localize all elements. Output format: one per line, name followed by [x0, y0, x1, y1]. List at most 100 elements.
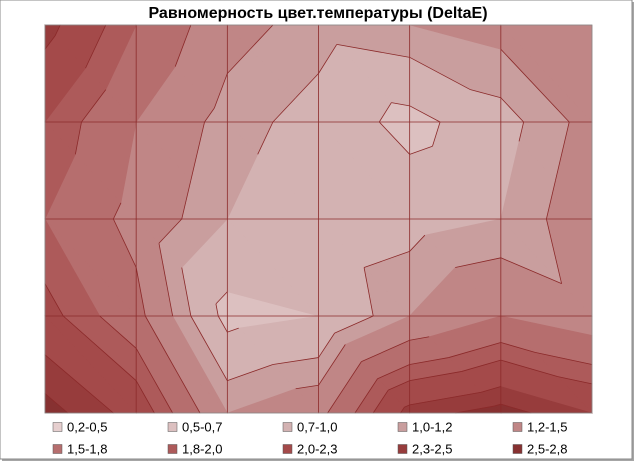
contour-line [217, 315, 228, 333]
contour-line [327, 361, 362, 414]
contour-line [81, 89, 107, 123]
legend-label: 0,7-1,0 [297, 419, 337, 434]
contour-line [409, 105, 441, 123]
contour-line [113, 218, 137, 268]
contour-line [295, 73, 319, 99]
legend-label: 1,5-1,8 [67, 441, 107, 456]
contour-line [85, 24, 107, 69]
contour-line [361, 339, 410, 363]
contour-line [54, 24, 61, 36]
plot-border [44, 24, 593, 414]
contour-line [481, 386, 501, 393]
contour-line [190, 121, 205, 181]
contour-line [113, 202, 122, 220]
contour-line [409, 336, 430, 341]
contour-line [378, 102, 392, 123]
legend-label: 2,0-2,3 [297, 441, 337, 456]
contour-line [500, 403, 532, 414]
contour-line [500, 359, 558, 378]
legend-swatch [512, 444, 523, 454]
legend-swatch [397, 422, 408, 432]
contour-line [44, 283, 64, 317]
contour-line [378, 121, 410, 155]
contour-line [363, 267, 374, 317]
contour-line [272, 97, 296, 123]
contour-line [213, 73, 228, 109]
legend-label: 2,5-2,8 [527, 441, 567, 456]
contour-line [409, 234, 426, 252]
legend-swatch [52, 444, 63, 454]
contour-line [500, 257, 562, 285]
contour-line [546, 180, 556, 220]
contour-line [295, 384, 319, 390]
legend-label: 0,2-0,5 [67, 419, 107, 434]
legend-label: 1,0-1,2 [412, 419, 452, 434]
contour-line [62, 315, 137, 381]
legend-swatch [167, 444, 178, 454]
contour-line [372, 389, 389, 414]
contour-line [557, 376, 593, 385]
contour-line [272, 357, 319, 365]
contour-line [227, 48, 251, 74]
contour-line [44, 393, 69, 414]
contour-line [215, 291, 228, 305]
legend-label: 1,8-2,0 [182, 441, 222, 456]
contour-line [158, 340, 201, 414]
contour-line [227, 364, 274, 382]
contour-line [388, 380, 410, 391]
legend-swatch [282, 422, 293, 432]
contour-line [318, 332, 335, 358]
contour-line [204, 107, 215, 123]
contour-line [555, 121, 570, 181]
contour-line [518, 121, 525, 142]
contour-line [181, 180, 192, 220]
contour-line [500, 97, 524, 123]
chart-title: Равномерность цвет.температуры (DeltaE) [148, 5, 487, 22]
legend-swatch [282, 444, 293, 454]
contour-line [500, 48, 570, 123]
contour-line [409, 145, 433, 155]
contour-line [135, 380, 155, 414]
contour-line [158, 218, 183, 244]
contour-line [455, 405, 495, 414]
legend-label: 1,2-1,5 [527, 419, 567, 434]
contour-line [432, 121, 441, 147]
contour-line [158, 243, 174, 317]
contour-line [74, 121, 82, 155]
contour-line [181, 267, 192, 317]
contour-line [174, 24, 192, 67]
contour-line [334, 315, 374, 334]
contour-line [44, 354, 114, 414]
contour-line [336, 44, 410, 58]
contour-line [470, 89, 501, 99]
contour-line [391, 102, 410, 107]
contour-line [190, 315, 228, 381]
contour-line [135, 267, 146, 317]
contour-line [409, 357, 449, 365]
legend-swatch [512, 422, 523, 432]
contour-line [500, 342, 536, 353]
contour-line [534, 351, 593, 365]
contour-line [448, 342, 501, 358]
legend-swatch [167, 422, 178, 432]
contour-line [409, 56, 471, 91]
contour-line [318, 344, 346, 386]
contour-line [546, 218, 563, 284]
contour-line [404, 404, 410, 408]
contour-line [44, 35, 56, 50]
contour-line [461, 359, 501, 372]
contour-line [135, 348, 173, 414]
contour-line [257, 121, 274, 155]
contour-line [377, 364, 410, 380]
contour-line [249, 24, 274, 50]
legend-label: 2,3-2,5 [412, 441, 452, 456]
contour-line [354, 378, 378, 414]
legend-swatch [397, 444, 408, 454]
legend-swatch [52, 422, 63, 432]
contour-line [409, 391, 482, 406]
contour-line [99, 315, 137, 349]
contour-line [409, 371, 462, 382]
contour-line [215, 303, 219, 317]
contour-line [400, 407, 405, 414]
